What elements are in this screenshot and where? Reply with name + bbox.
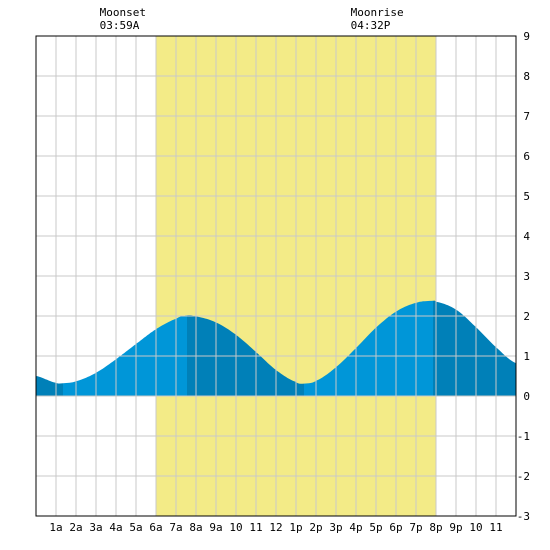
y-tick-label: 1 <box>523 350 530 363</box>
y-tick-label: 6 <box>523 150 530 163</box>
y-tick-label: 7 <box>523 110 530 123</box>
annotation-title: Moonset <box>100 6 146 19</box>
y-tick-label: -3 <box>517 510 530 523</box>
x-tick-label: 4p <box>349 521 362 534</box>
x-tick-label: 12 <box>269 521 282 534</box>
plot-border <box>35 35 517 517</box>
x-tick-label: 9p <box>449 521 462 534</box>
x-tick-label: 1p <box>289 521 302 534</box>
x-tick-label: 3a <box>89 521 102 534</box>
y-tick-label: -2 <box>517 470 530 483</box>
x-tick-label: 1a <box>49 521 62 534</box>
y-tick-label: 9 <box>523 30 530 43</box>
x-tick-label: 3p <box>329 521 342 534</box>
y-tick-label: 5 <box>523 190 530 203</box>
x-tick-label: 8p <box>429 521 442 534</box>
x-tick-label: 10 <box>469 521 482 534</box>
x-tick-label: 2a <box>69 521 82 534</box>
annotation-time: 03:59A <box>100 19 140 32</box>
x-tick-label: 4a <box>109 521 122 534</box>
x-tick-label: 7a <box>169 521 182 534</box>
x-tick-label: 5a <box>129 521 142 534</box>
tide-area-segment <box>433 300 516 396</box>
y-tick-label: 3 <box>523 270 530 283</box>
y-tick-label: -1 <box>517 430 530 443</box>
x-tick-label: 11 <box>249 521 262 534</box>
y-tick-label: 2 <box>523 310 530 323</box>
x-tick-label: 11 <box>489 521 502 534</box>
x-tick-label: 2p <box>309 521 322 534</box>
x-tick-label: 6p <box>389 521 402 534</box>
y-tick-label: 8 <box>523 70 530 83</box>
annotation-time: 04:32P <box>351 19 391 32</box>
x-tick-label: 10 <box>229 521 242 534</box>
x-tick-label: 6a <box>149 521 162 534</box>
y-tick-label: 4 <box>523 230 530 243</box>
y-tick-label: 0 <box>523 390 530 403</box>
x-tick-label: 8a <box>189 521 202 534</box>
x-tick-label: 7p <box>409 521 422 534</box>
x-tick-label: 9a <box>209 521 222 534</box>
annotation-title: Moonrise <box>351 6 404 19</box>
x-tick-label: 5p <box>369 521 382 534</box>
